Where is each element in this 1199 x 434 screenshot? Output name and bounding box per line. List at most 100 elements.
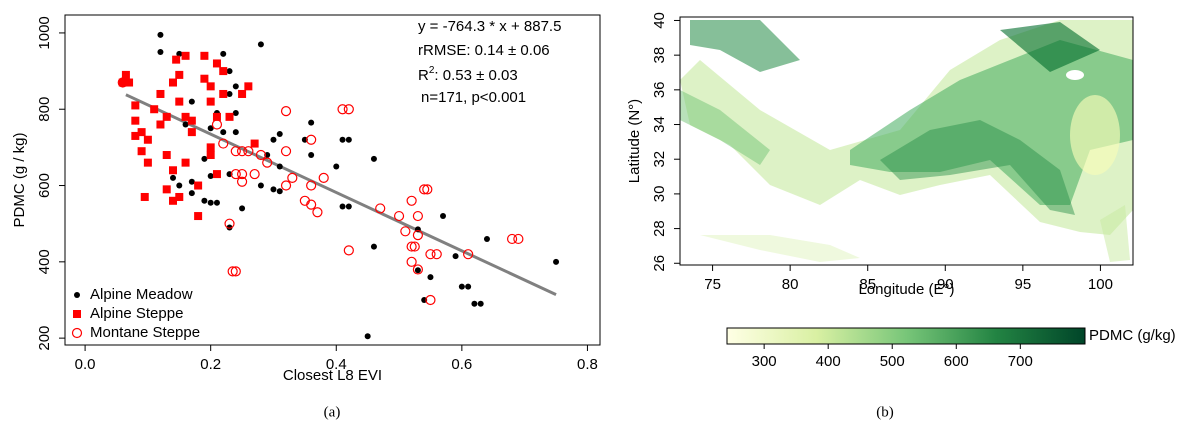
point xyxy=(306,199,317,210)
x-tick-label: 0.4 xyxy=(326,356,347,373)
point xyxy=(312,207,323,218)
point xyxy=(370,155,377,162)
point xyxy=(156,89,165,98)
point xyxy=(187,128,196,137)
caption: (a) xyxy=(324,404,341,420)
point xyxy=(118,78,127,87)
point xyxy=(219,89,228,98)
point xyxy=(393,210,405,222)
y-tick-label: 200 xyxy=(36,326,53,351)
point xyxy=(207,199,214,206)
annotation: y = -764.3 * x + 887.5 xyxy=(418,18,561,35)
point xyxy=(172,55,181,64)
point xyxy=(162,112,171,121)
legend-label: Montane Steppe xyxy=(90,324,200,341)
point xyxy=(143,158,152,167)
point xyxy=(409,241,420,252)
point xyxy=(125,78,134,87)
y-tick-label: 34 xyxy=(651,116,668,133)
point xyxy=(188,178,195,185)
point xyxy=(200,51,209,60)
colorbar-tick-label: 300 xyxy=(752,353,777,370)
point xyxy=(230,146,241,157)
point xyxy=(337,104,348,115)
point xyxy=(244,82,253,91)
x-tick-label: 90 xyxy=(937,276,954,293)
point xyxy=(276,163,283,170)
x-tick-label: 100 xyxy=(1088,276,1113,293)
point xyxy=(431,249,442,260)
point xyxy=(170,174,177,181)
point xyxy=(238,89,247,98)
point xyxy=(406,241,417,252)
point xyxy=(131,131,140,140)
point xyxy=(471,300,478,307)
point xyxy=(483,235,490,242)
point xyxy=(213,199,220,206)
point xyxy=(206,151,215,160)
point xyxy=(226,224,233,231)
point xyxy=(308,119,315,126)
point xyxy=(157,31,164,38)
point xyxy=(162,151,171,160)
point xyxy=(276,131,283,138)
point xyxy=(194,181,203,190)
point xyxy=(181,158,190,167)
y-tick-label: 1000 xyxy=(36,16,53,49)
point xyxy=(206,82,215,91)
point xyxy=(400,226,411,237)
point xyxy=(425,294,436,306)
point xyxy=(201,197,208,204)
point xyxy=(257,41,264,48)
colorbar-tick-label: 700 xyxy=(1008,353,1033,370)
point xyxy=(230,168,241,180)
point xyxy=(225,112,234,121)
caption: (b) xyxy=(876,404,894,420)
plot-frame xyxy=(64,14,601,346)
point xyxy=(207,125,214,132)
colorbar xyxy=(726,327,1086,345)
point xyxy=(194,212,203,221)
point xyxy=(333,163,340,170)
point xyxy=(414,267,421,274)
point xyxy=(427,274,434,281)
point xyxy=(220,129,227,136)
annotation-part: : 0.53 ± 0.03 xyxy=(434,67,517,84)
point xyxy=(218,138,229,149)
y-tick-label: 40 xyxy=(651,12,668,29)
point xyxy=(343,245,354,256)
point xyxy=(182,121,189,128)
point xyxy=(162,185,171,194)
point xyxy=(270,136,277,143)
point xyxy=(236,146,248,157)
point xyxy=(201,155,208,162)
point xyxy=(280,146,292,157)
point xyxy=(187,116,196,125)
point xyxy=(280,180,292,191)
point xyxy=(506,233,518,245)
point xyxy=(513,233,524,245)
point xyxy=(188,190,195,197)
point xyxy=(306,134,317,145)
y-axis-label: Latitude (N°) xyxy=(626,99,643,183)
point xyxy=(140,192,149,201)
point xyxy=(419,184,430,195)
point xyxy=(169,166,178,175)
colorbar-tick-label: 600 xyxy=(944,353,969,370)
point xyxy=(345,136,352,143)
point xyxy=(143,135,152,144)
point xyxy=(343,104,354,115)
point xyxy=(364,333,371,340)
point xyxy=(206,97,215,106)
point xyxy=(121,70,130,79)
point xyxy=(250,139,259,148)
point xyxy=(181,51,190,60)
point xyxy=(175,70,184,79)
point xyxy=(465,283,472,290)
point xyxy=(169,196,178,205)
annotation: n=171, p<0.001 xyxy=(421,89,526,106)
point xyxy=(131,101,140,110)
point xyxy=(370,243,377,250)
point xyxy=(219,67,228,76)
